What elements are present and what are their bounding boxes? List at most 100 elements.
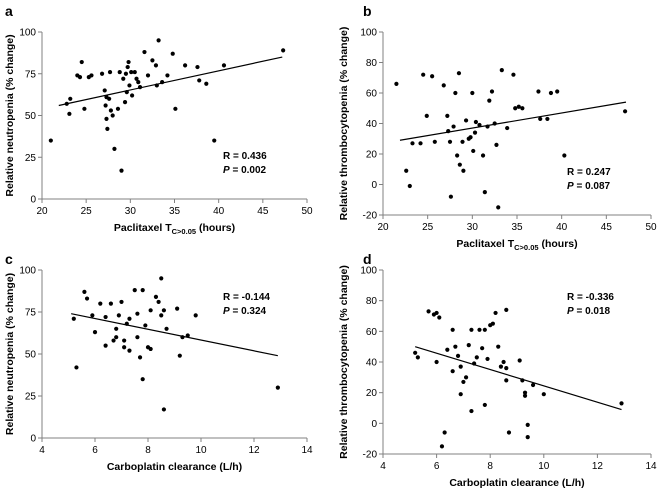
data-point — [485, 124, 490, 129]
data-point — [525, 435, 530, 440]
p-value-number: = 0.018 — [574, 306, 611, 317]
data-point — [538, 116, 543, 122]
data-point — [90, 313, 95, 318]
data-point — [506, 430, 512, 435]
x-tick-label: 30 — [125, 206, 137, 217]
x-tick-label: 4 — [39, 445, 45, 456]
data-point — [496, 205, 501, 210]
y-tick-label: 100 — [19, 28, 36, 39]
data-point — [415, 355, 420, 360]
data-point — [445, 113, 450, 118]
data-point — [517, 358, 522, 363]
data-point — [153, 294, 159, 299]
data-point — [127, 83, 132, 88]
panel-letter: c — [5, 251, 13, 267]
data-point — [530, 382, 536, 388]
data-point — [448, 194, 453, 199]
data-point — [434, 310, 439, 316]
data-point — [511, 72, 516, 77]
p-value-number: = 0.324 — [230, 306, 267, 317]
data-point — [173, 106, 178, 111]
data-point — [77, 74, 83, 80]
data-point — [463, 118, 469, 123]
data-point — [487, 98, 492, 103]
data-point — [195, 64, 200, 70]
data-point — [480, 346, 485, 351]
data-point — [501, 359, 506, 365]
data-point — [520, 378, 525, 383]
data-point — [154, 83, 159, 88]
data-point — [117, 69, 122, 75]
data-point — [468, 135, 473, 140]
x-tick-label: 14 — [645, 461, 657, 472]
x-axis-label-main: Carboplatin clearance (L/h) — [449, 477, 584, 489]
regression-line — [414, 346, 622, 411]
data-point — [82, 106, 87, 111]
data-point — [165, 73, 170, 78]
correlation-r: R = 0.436 — [223, 151, 267, 162]
data-point — [185, 333, 190, 338]
data-point — [460, 139, 465, 144]
data-point — [134, 76, 139, 81]
y-tick-label: 50 — [25, 350, 37, 361]
data-point — [504, 307, 509, 312]
x-tick-label: 4 — [380, 461, 386, 472]
data-point — [103, 103, 108, 108]
data-point — [451, 124, 456, 129]
panel-c: c 0 25 50 75 100 4 6 8 10 12 14 Relative neutropenia… — [4, 251, 313, 473]
data-point — [455, 353, 461, 358]
regression-line — [399, 101, 627, 141]
data-point — [161, 407, 166, 412]
data-point — [453, 90, 458, 96]
data-point — [104, 116, 109, 121]
x-tick-label: 35 — [511, 222, 523, 233]
correlation-r: R = -0.144 — [223, 292, 270, 303]
data-point — [142, 49, 147, 55]
x-tick-label: 40 — [556, 222, 568, 233]
data-point — [439, 444, 445, 449]
data-point — [212, 138, 217, 143]
data-point — [545, 116, 550, 122]
data-point — [127, 316, 132, 321]
y-tick-label: 25 — [25, 153, 37, 164]
data-point — [413, 350, 418, 355]
x-tick-label: 40 — [213, 206, 225, 217]
data-point — [183, 63, 188, 68]
x-axis-label: Paclitaxel TC>0.05 (hours) — [114, 222, 235, 236]
data-point — [180, 335, 185, 340]
y-tick-label: 60 — [366, 327, 378, 338]
data-point — [424, 113, 429, 118]
y-tick-label: 0 — [30, 195, 36, 206]
x-axis-label: Paclitaxel TC>0.05 (hours) — [456, 238, 577, 252]
data-point — [71, 316, 76, 321]
x-tick-label: 30 — [467, 222, 479, 233]
data-point — [103, 314, 108, 320]
x-tick-label: 10 — [195, 445, 207, 456]
x-axis-label-subscript: C>0.05 — [172, 227, 196, 236]
data-point — [455, 153, 460, 158]
data-point — [466, 343, 471, 348]
x-tick-label: 8 — [487, 461, 493, 472]
y-tick-label: 40 — [366, 119, 378, 130]
data-point — [124, 321, 129, 326]
data-point — [477, 122, 482, 128]
data-point — [472, 130, 478, 135]
data-point — [221, 63, 227, 68]
data-point — [281, 48, 286, 53]
data-point — [193, 313, 198, 318]
data-point — [458, 392, 463, 397]
p-value-label: P — [223, 165, 230, 176]
data-point — [153, 63, 159, 68]
y-tick-label: -20 — [363, 450, 378, 461]
data-point — [494, 142, 499, 147]
data-point — [132, 69, 137, 75]
data-point — [156, 299, 161, 305]
data-point — [555, 89, 560, 94]
y-tick-label: 0 — [30, 434, 36, 445]
data-point — [67, 111, 72, 116]
data-point — [490, 321, 495, 326]
data-point — [140, 288, 145, 293]
data-point — [143, 323, 148, 328]
correlation-r: R = 0.247 — [567, 167, 611, 178]
y-axis-label: Relative thrombocytopenia (% change) — [338, 27, 350, 221]
